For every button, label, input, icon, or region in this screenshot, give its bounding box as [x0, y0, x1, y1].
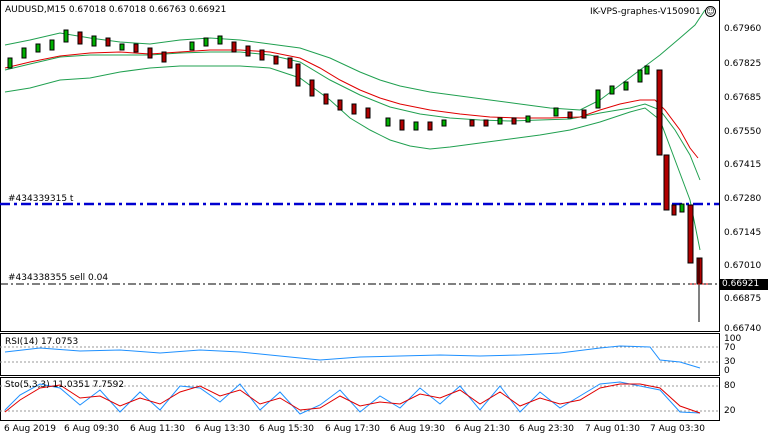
y-tick: 0.67145 [724, 228, 762, 238]
x-tick: 6 Aug 15:30 [259, 424, 314, 434]
rsi-tick: 70 [724, 343, 736, 353]
rsi-tick: 100 [724, 334, 742, 344]
smiley-icon: ☺ [705, 6, 716, 17]
stoch-tick: 80 [724, 381, 736, 391]
x-tick: 6 Aug 2019 [4, 424, 56, 434]
y-tick: 0.67010 [724, 261, 762, 271]
stoch-tick: 20 [724, 406, 736, 416]
symbol-info: AUDUSD,M15 0.67018 0.67018 0.66763 0.669… [5, 5, 227, 15]
rsi-label: RSI(14) 17.0753 [5, 337, 79, 347]
order-line-2-label[interactable]: #434338355 sell 0.04 [8, 273, 109, 283]
x-tick: 6 Aug 23:30 [519, 424, 574, 434]
indicator-name: IK-VPS-graphes-V150901 [590, 7, 701, 17]
candles [7, 29, 703, 322]
x-tick: 7 Aug 01:30 [585, 424, 640, 434]
x-tick: 7 Aug 03:30 [650, 424, 705, 434]
y-tick: 0.67825 [724, 59, 762, 69]
current-price-tag: 0.66921 [719, 279, 768, 290]
y-tick: 0.66740 [724, 324, 762, 334]
y-tick: 0.66875 [724, 294, 762, 304]
x-tick: 6 Aug 13:30 [195, 424, 250, 434]
rsi-tick: 30 [724, 357, 736, 367]
x-tick: 6 Aug 21:30 [455, 424, 510, 434]
y-tick: 0.67550 [724, 127, 762, 137]
stoch-label: Sto(5,3,3) 11.0351 7.7592 [5, 380, 125, 390]
y-tick: 0.67415 [724, 160, 762, 170]
y-tick: 0.67960 [724, 24, 762, 34]
order-line-1-label[interactable]: #434339315 t [8, 194, 74, 204]
rsi-tick: 0 [724, 366, 730, 376]
x-tick: 6 Aug 19:30 [390, 424, 445, 434]
x-tick: 6 Aug 09:30 [64, 424, 119, 434]
y-tick: 0.67280 [724, 194, 762, 204]
x-tick: 6 Aug 11:30 [130, 424, 185, 434]
x-tick: 6 Aug 17:30 [325, 424, 380, 434]
y-tick: 0.67685 [724, 93, 762, 103]
